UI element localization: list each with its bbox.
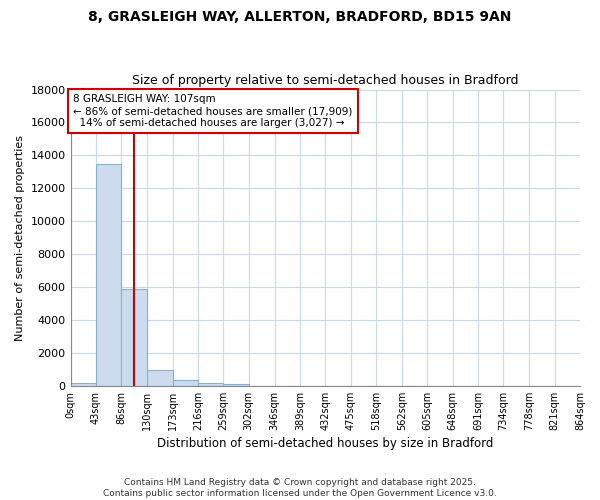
Text: 8 GRASLEIGH WAY: 107sqm
← 86% of semi-detached houses are smaller (17,909)
  14%: 8 GRASLEIGH WAY: 107sqm ← 86% of semi-de…	[73, 94, 353, 128]
Bar	[147, 370, 173, 386]
X-axis label: Distribution of semi-detached houses by size in Bradford: Distribution of semi-detached houses by …	[157, 437, 493, 450]
Text: Contains HM Land Registry data © Crown copyright and database right 2025.
Contai: Contains HM Land Registry data © Crown c…	[103, 478, 497, 498]
Bar	[96, 164, 121, 386]
Bar	[198, 383, 223, 386]
Bar	[121, 288, 147, 386]
Bar	[71, 382, 96, 386]
Bar	[223, 384, 248, 386]
Y-axis label: Number of semi-detached properties: Number of semi-detached properties	[15, 134, 25, 340]
Bar	[173, 380, 198, 386]
Title: Size of property relative to semi-detached houses in Bradford: Size of property relative to semi-detach…	[132, 74, 518, 87]
Text: 8, GRASLEIGH WAY, ALLERTON, BRADFORD, BD15 9AN: 8, GRASLEIGH WAY, ALLERTON, BRADFORD, BD…	[88, 10, 512, 24]
